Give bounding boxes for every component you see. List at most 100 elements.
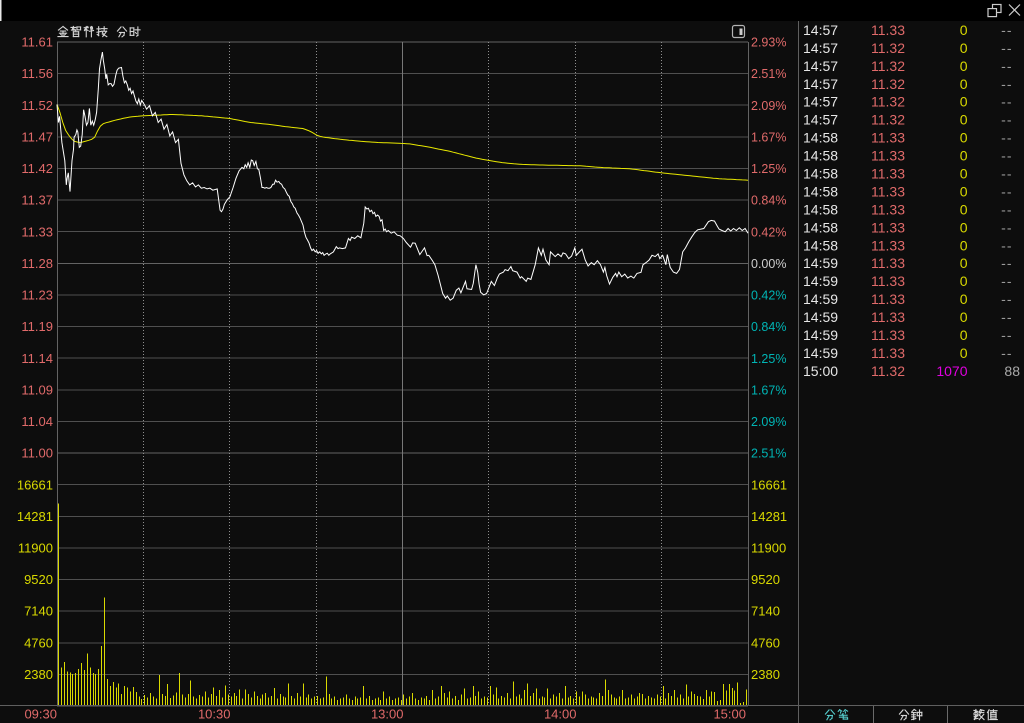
svg-text:11.33: 11.33 <box>871 219 905 235</box>
svg-text:11900: 11900 <box>751 541 786 556</box>
svg-text:0: 0 <box>960 58 968 74</box>
svg-text:14:59: 14:59 <box>803 273 838 289</box>
svg-text:7140: 7140 <box>24 604 53 619</box>
svg-text:0: 0 <box>960 94 968 110</box>
svg-text:16661: 16661 <box>751 477 787 492</box>
svg-text:14:59: 14:59 <box>803 345 838 361</box>
svg-text:14:57: 14:57 <box>803 40 838 56</box>
svg-text:0: 0 <box>960 130 968 146</box>
svg-text:88: 88 <box>1004 363 1020 379</box>
svg-text:--: -- <box>1001 166 1012 182</box>
svg-text:--: -- <box>1001 40 1012 56</box>
svg-text:11.33: 11.33 <box>871 273 905 289</box>
svg-text:14:58: 14:58 <box>803 166 838 182</box>
svg-text:11.32: 11.32 <box>871 58 905 74</box>
svg-text:14:59: 14:59 <box>803 291 838 307</box>
svg-text:13:00: 13:00 <box>371 707 404 722</box>
svg-text:2.09%: 2.09% <box>751 415 786 429</box>
svg-text:--: -- <box>1001 255 1012 271</box>
svg-text:0.00%: 0.00% <box>751 257 786 271</box>
svg-text:0: 0 <box>960 166 968 182</box>
svg-text:11.32: 11.32 <box>871 363 905 379</box>
svg-text:4760: 4760 <box>751 635 780 650</box>
svg-text:14:59: 14:59 <box>803 255 838 271</box>
svg-text:0: 0 <box>960 76 968 92</box>
svg-text:11.09: 11.09 <box>21 382 53 397</box>
svg-text:11.33: 11.33 <box>871 309 905 325</box>
svg-text:--: -- <box>1001 219 1012 235</box>
svg-text:1070: 1070 <box>936 363 967 379</box>
svg-text:1.25%: 1.25% <box>751 352 786 366</box>
svg-text:11.23: 11.23 <box>21 288 53 303</box>
svg-text:1.67%: 1.67% <box>751 131 786 145</box>
svg-text:1.25%: 1.25% <box>751 162 786 176</box>
svg-text:--: -- <box>1001 309 1012 325</box>
svg-text:2380: 2380 <box>751 667 780 682</box>
svg-text:11.33: 11.33 <box>871 291 905 307</box>
svg-text:--: -- <box>1001 201 1012 217</box>
svg-text:4760: 4760 <box>24 635 53 650</box>
svg-text:11.47: 11.47 <box>21 130 53 145</box>
svg-text:11.52: 11.52 <box>21 98 53 113</box>
svg-text:0: 0 <box>960 345 968 361</box>
svg-text:--: -- <box>1001 273 1012 289</box>
svg-text:2.93%: 2.93% <box>751 36 786 50</box>
svg-text:--: -- <box>1001 237 1012 253</box>
svg-text:11.32: 11.32 <box>871 112 905 128</box>
svg-text:0: 0 <box>960 219 968 235</box>
svg-text:14:58: 14:58 <box>803 183 838 199</box>
svg-text:--: -- <box>1001 345 1012 361</box>
svg-text:11.33: 11.33 <box>871 255 905 271</box>
svg-text:14:57: 14:57 <box>803 94 838 110</box>
svg-text:0: 0 <box>960 112 968 128</box>
svg-text:14281: 14281 <box>17 509 53 524</box>
svg-text:11.42: 11.42 <box>21 161 53 176</box>
svg-text:11.33: 11.33 <box>21 224 53 239</box>
svg-text:14:59: 14:59 <box>803 327 838 343</box>
svg-text:14:57: 14:57 <box>803 22 838 38</box>
svg-text:0: 0 <box>960 273 968 289</box>
svg-text:9520: 9520 <box>24 572 53 587</box>
svg-text:--: -- <box>1001 76 1012 92</box>
svg-text:14:58: 14:58 <box>803 219 838 235</box>
svg-text:11.61: 11.61 <box>21 35 53 50</box>
svg-text:11.33: 11.33 <box>871 130 905 146</box>
svg-text:15:00: 15:00 <box>713 707 746 722</box>
svg-text:0: 0 <box>960 255 968 271</box>
svg-text:11.33: 11.33 <box>871 327 905 343</box>
svg-text:14:59: 14:59 <box>803 309 838 325</box>
svg-text:7140: 7140 <box>751 604 780 619</box>
svg-text:11.37: 11.37 <box>21 193 53 208</box>
svg-text:0: 0 <box>960 148 968 164</box>
svg-text:--: -- <box>1001 148 1012 164</box>
svg-text:0.42%: 0.42% <box>751 225 786 239</box>
svg-text:11.14: 11.14 <box>21 351 53 366</box>
svg-text:--: -- <box>1001 112 1012 128</box>
svg-text:11.32: 11.32 <box>871 40 905 56</box>
svg-text:0: 0 <box>960 40 968 56</box>
svg-text:0.42%: 0.42% <box>751 289 786 303</box>
svg-text:0: 0 <box>960 22 968 38</box>
svg-text:11.28: 11.28 <box>21 256 53 271</box>
svg-text:11.33: 11.33 <box>871 201 905 217</box>
svg-text:14:57: 14:57 <box>803 112 838 128</box>
svg-text:16661: 16661 <box>17 477 53 492</box>
svg-text:14:00: 14:00 <box>544 707 577 722</box>
svg-text:--: -- <box>1001 22 1012 38</box>
svg-text:11.04: 11.04 <box>21 414 53 429</box>
svg-text:14:58: 14:58 <box>803 237 838 253</box>
svg-text:9520: 9520 <box>751 572 780 587</box>
svg-text:15:00: 15:00 <box>803 363 838 379</box>
svg-text:14281: 14281 <box>751 509 787 524</box>
svg-text:11.56: 11.56 <box>21 66 53 81</box>
svg-text:14:57: 14:57 <box>803 76 838 92</box>
svg-text:11.00: 11.00 <box>21 446 53 461</box>
svg-text:0.84%: 0.84% <box>751 194 786 208</box>
svg-text:--: -- <box>1001 291 1012 307</box>
svg-text:0: 0 <box>960 327 968 343</box>
svg-text:0: 0 <box>960 183 968 199</box>
svg-text:--: -- <box>1001 58 1012 74</box>
svg-text:2.51%: 2.51% <box>751 67 786 81</box>
svg-text:2.51%: 2.51% <box>751 447 786 461</box>
svg-text:14:57: 14:57 <box>803 58 838 74</box>
